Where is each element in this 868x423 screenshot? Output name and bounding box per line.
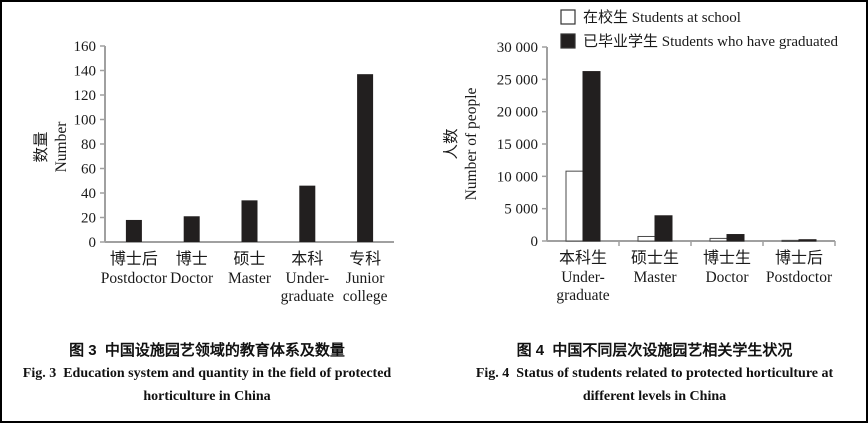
figure-4-caption: 图 4 中国不同层次设施园艺相关学生状况 Fig. 4 Status of st… [442,339,866,408]
x-label-zh: 博士后 [775,249,823,267]
y-tick-label: 120 [74,88,97,104]
x-label-en: graduate [281,288,334,305]
bar [726,234,745,242]
y-axis-title-zh: 人数 [442,128,460,160]
bar [565,170,584,242]
bar [582,71,601,242]
y-tick-label: 5 000 [504,202,538,218]
y-tick-label: 20 [81,211,96,227]
x-label-zh: 博士 [176,250,208,268]
x-label-zh: 博士后 [110,250,158,268]
bar [781,239,800,242]
x-label-en: college [343,288,388,305]
fig4-bar-chart: 0 5 000 10 000 15 000 20 000 25 000 30 000 本科生 U… [442,9,838,304]
x-label-en: Postdoctor [101,270,168,287]
x-label-en: Master [228,270,272,287]
bar [241,200,258,242]
y-axis-title-en: Number [53,121,70,173]
x-label-zh: 硕士 [233,250,265,268]
y-tick-label: 0 [89,235,97,251]
y-tick-label: 10 000 [497,169,538,185]
bar [654,215,673,242]
figure-3-caption: 图 3 中国设施园艺领域的教育体系及数量 Fig. 3 Education sy… [2,339,412,408]
y-tick-label: 0 [531,234,539,250]
bar [798,239,817,242]
y-axis-title-en: Number of people [463,88,480,201]
x-label-en: Doctor [170,270,214,287]
bar [637,235,656,242]
x-label-en: Postdoctor [766,269,833,286]
x-label-en: Under- [561,269,605,286]
x-label-en: graduate [556,287,609,304]
x-label-en: Master [633,269,677,286]
y-tick-label: 60 [81,162,96,178]
y-tick-label: 140 [74,64,97,80]
x-label-zh: 专科 [349,250,381,268]
legend-label: 在校生 Students at school [583,9,741,26]
figure-3-caption-en-line1: Fig. 3 Education system and quantity in … [22,366,392,381]
x-label-zh: 本科 [291,250,323,268]
bar [709,237,728,242]
y-tick-label: 25 000 [497,72,538,88]
bar [125,219,142,242]
figure-3-caption-zh: 图 3 中国设施园艺领域的教育体系及数量 [69,342,345,359]
bar [299,185,316,242]
y-tick-label: 160 [74,39,97,55]
y-tick-label: 100 [74,113,97,129]
y-tick-label: 40 [81,186,96,202]
x-label-zh: 硕士生 [631,249,679,267]
legend-swatch [560,33,576,49]
y-tick-label: 20 000 [497,105,538,121]
figure-4-caption-en-line1: Fig. 4 Status of students related to pro… [475,366,834,381]
x-label-en: Doctor [705,269,749,286]
y-tick-label: 15 000 [497,137,538,153]
x-label-en: Under- [286,270,330,287]
legend-label: 已毕业学生 Students who have graduated [583,33,838,50]
figure-3-caption-en-line2: horticulture in China [143,389,271,404]
y-tick-label: 30 000 [497,40,538,56]
x-label-en: Junior [346,270,386,287]
x-label-zh: 博士生 [703,249,751,267]
x-label-zh: 本科生 [559,249,607,267]
figure-4-caption-en-line2: different levels in China [582,389,727,404]
figure-4-caption-zh: 图 4 中国不同层次设施园艺相关学生状况 [516,342,793,359]
fig3-bar-chart: 0 20 40 60 80 100 120 140 160 博士后 Postdoctor 博士 Doct… [32,39,394,305]
y-axis-title-zh: 数量 [32,131,50,162]
bar [183,216,200,242]
bar [357,74,374,242]
y-tick-label: 80 [81,137,96,153]
legend-swatch [560,9,576,25]
